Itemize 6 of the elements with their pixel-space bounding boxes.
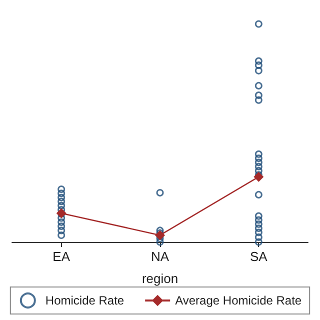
legend-label: Average Homicide Rate (175, 294, 302, 308)
legend-label: Homicide Rate (45, 294, 124, 308)
x-axis-title: region (142, 271, 178, 286)
x-tick-label: SA (250, 249, 268, 264)
x-tick-label: EA (52, 249, 70, 264)
x-tick-label: NA (150, 249, 170, 264)
